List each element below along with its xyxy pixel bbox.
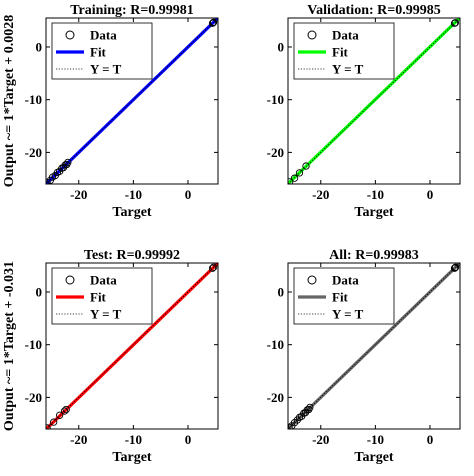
data-point [208, 19, 217, 27]
plot-content [46, 18, 218, 184]
x-axis-label: Target [112, 450, 151, 465]
legend-label: Data [332, 28, 359, 43]
y-tick-label: 0 [36, 39, 43, 54]
axes-frame [45, 262, 219, 430]
x-tick-label: -20 [70, 187, 87, 202]
x-axis-label: Target [354, 450, 393, 465]
legend-data-marker [307, 275, 317, 285]
x-tick-label: -10 [125, 432, 142, 447]
axes-frame [45, 17, 219, 185]
subplot-1: -20 -10 0 -20 -10 0 Training: R=0.99981 Target O… [2, 3, 219, 220]
identity-line [46, 263, 218, 429]
legend-label: Y = T [332, 62, 364, 77]
chart-title: Test: R=0.99992 [84, 248, 180, 263]
legend-label: Y = T [90, 62, 122, 77]
data-point [451, 263, 460, 271]
x-tick-label: 0 [185, 187, 192, 202]
data-point [290, 174, 299, 182]
y-axis-label: Output ~= 1*Target + 0.0028 [2, 15, 17, 187]
legend-data-marker [65, 275, 75, 285]
identity-line [288, 18, 460, 184]
x-axis-label: Target [112, 205, 151, 220]
chart-title: Validation: R=0.99985 [307, 3, 440, 18]
data-point [451, 19, 460, 27]
data-point [62, 405, 70, 414]
plot-content [46, 263, 218, 429]
x-tick-label: -10 [367, 432, 384, 447]
x-tick-label: -10 [125, 187, 142, 202]
y-tick-label: 0 [278, 284, 285, 299]
data-point [209, 263, 218, 271]
legend-label: Data [332, 273, 359, 288]
y-tick-label: 0 [278, 39, 285, 54]
data-point [451, 264, 459, 272]
data-point [209, 19, 217, 27]
axes-frame [287, 262, 461, 430]
identity-line [46, 18, 218, 184]
legend: Data Fit Y = T [51, 267, 153, 325]
legend-label: Y = T [90, 307, 122, 322]
identity-line [288, 263, 460, 429]
legend-label: Fit [332, 45, 349, 60]
x-tick-label: 0 [185, 432, 192, 447]
plot-content [288, 18, 460, 184]
data-point [450, 264, 459, 272]
y-tick-label: -20 [25, 390, 42, 405]
data-point [46, 424, 51, 429]
y-tick-label: -20 [267, 145, 284, 160]
x-tick-label: -10 [367, 187, 384, 202]
data-point [60, 407, 69, 415]
x-tick-label: -20 [70, 432, 87, 447]
x-tick-label: -20 [312, 187, 329, 202]
data-point [302, 162, 310, 170]
legend-label: Data [90, 273, 117, 288]
legend-data-marker [65, 30, 75, 40]
data-point [49, 418, 58, 426]
data-point [64, 158, 72, 167]
y-tick-label: 0 [36, 284, 43, 299]
legend: Data Fit Y = T [51, 22, 153, 80]
y-axis-label: Output ~= 1*Target + -0.031 [2, 261, 17, 431]
legend-label: Fit [90, 290, 107, 305]
data-point [208, 264, 217, 272]
legend-label: Fit [332, 290, 349, 305]
y-tick-label: -20 [25, 145, 42, 160]
legend-label: Fit [90, 45, 107, 60]
y-tick-label: -20 [267, 390, 284, 405]
data-point [56, 411, 64, 419]
x-tick-label: 0 [427, 432, 434, 447]
data-point [306, 403, 314, 412]
data-point [209, 18, 218, 26]
x-tick-label: -20 [312, 432, 329, 447]
x-axis-label: Target [354, 205, 393, 220]
chart-title: Training: R=0.99981 [70, 3, 194, 18]
legend-data-marker [307, 30, 317, 40]
subplot-4: -20 -10 0 -20 -10 0 All: R=0.99983 Target Data Fi… [267, 248, 461, 465]
legend: Data Fit Y = T [293, 22, 395, 80]
y-tick-label: -10 [267, 337, 284, 352]
legend: Data Fit Y = T [293, 267, 395, 325]
plot-content [288, 263, 460, 429]
x-tick-label: 0 [427, 187, 434, 202]
subplot-2: -20 -10 0 -20 -10 0 Validation: R=0.99985 Targe… [267, 3, 461, 220]
data-point [450, 19, 459, 27]
y-tick-label: -10 [25, 337, 42, 352]
subplot-3: -20 -10 0 -20 -10 0 Test: R=0.99992 Target Outpu… [2, 248, 219, 465]
y-tick-label: -10 [267, 92, 284, 107]
y-tick-label: -10 [25, 92, 42, 107]
data-point [288, 178, 294, 184]
legend-label: Data [90, 28, 117, 43]
chart-title: All: R=0.99983 [329, 248, 419, 263]
axes-frame [287, 17, 461, 185]
data-point [295, 169, 304, 177]
legend-label: Y = T [332, 307, 364, 322]
